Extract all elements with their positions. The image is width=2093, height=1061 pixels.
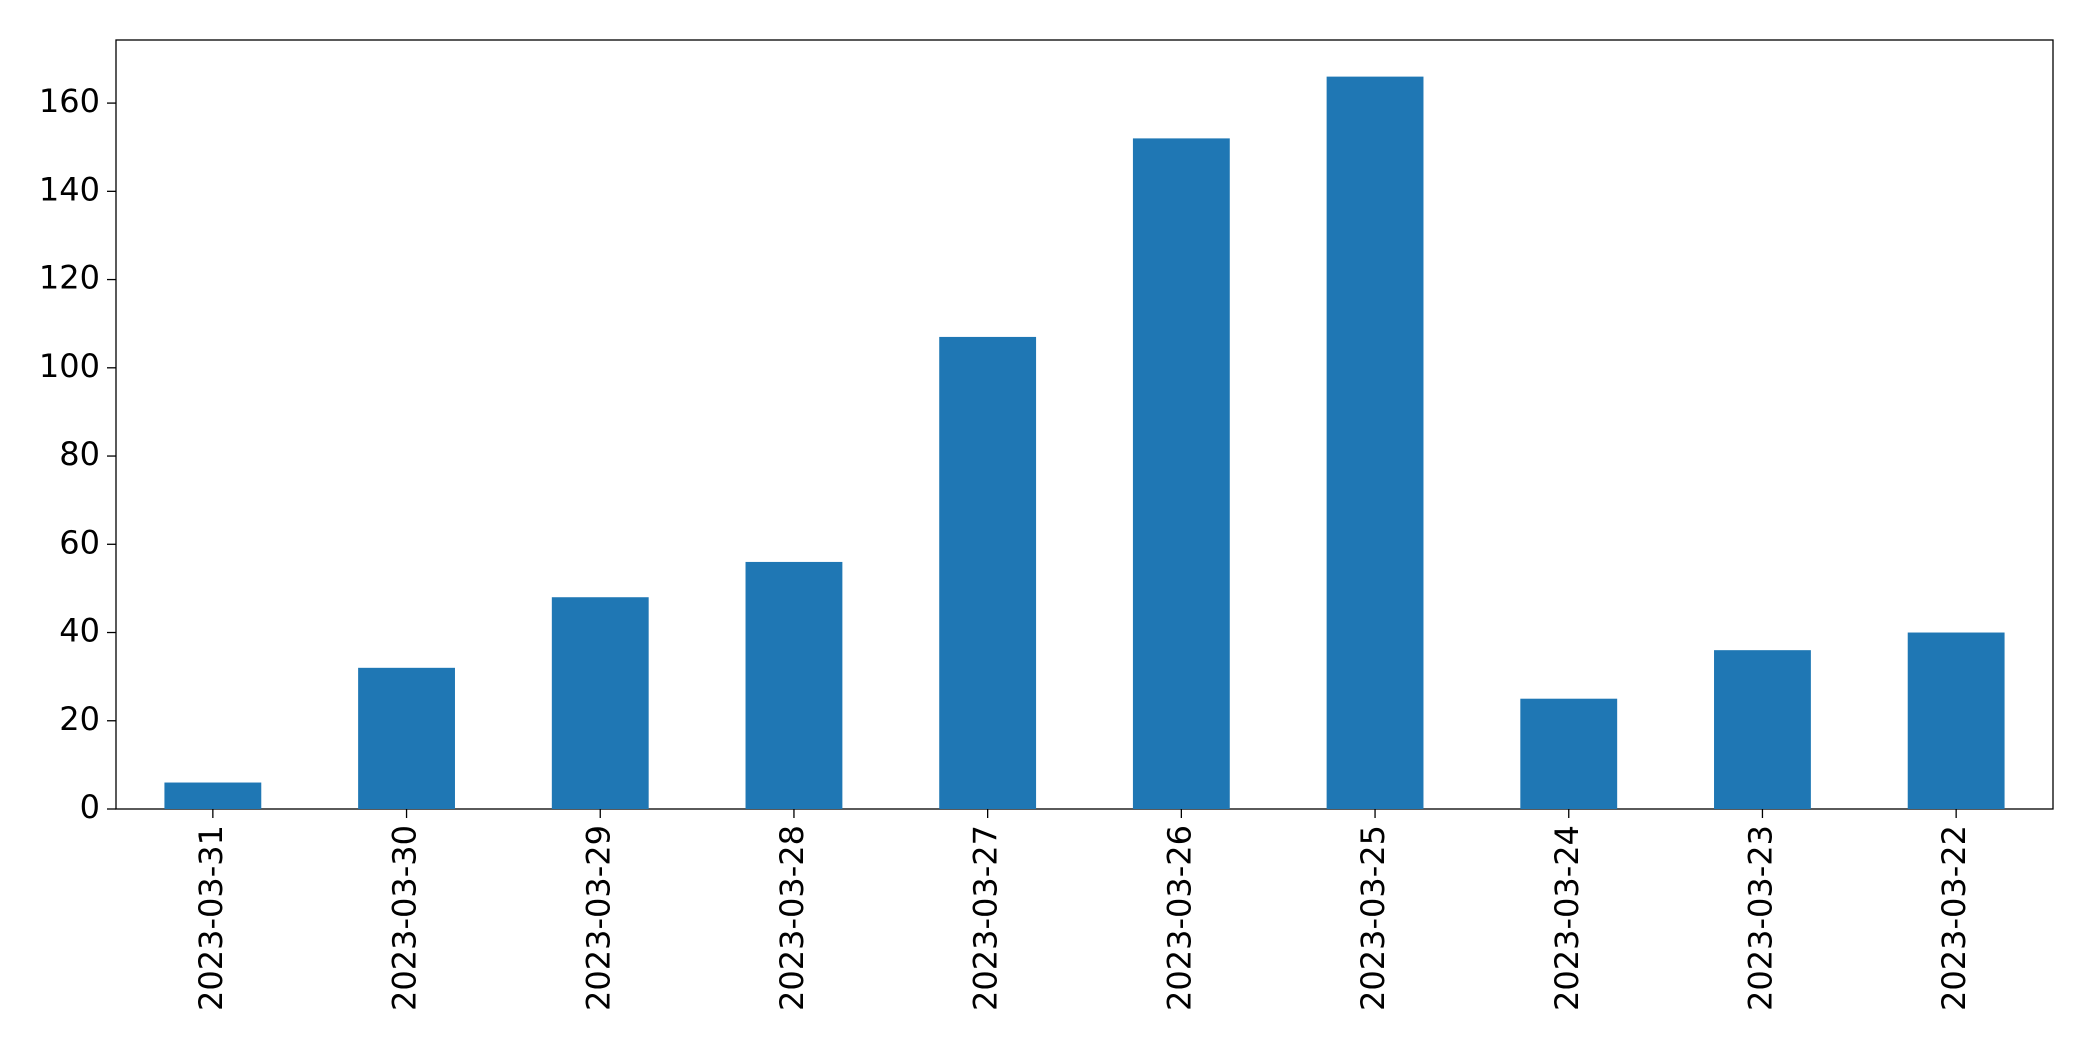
x-tick-label: 2023-03-27 [967, 825, 1005, 1011]
x-tick-label: 2023-03-22 [1935, 825, 1973, 1011]
y-tick-label: 160 [39, 82, 100, 120]
x-tick-label: 2023-03-30 [386, 825, 424, 1011]
x-tick-label: 2023-03-25 [1354, 825, 1392, 1011]
y-tick-label: 120 [39, 259, 100, 297]
y-tick-label: 40 [59, 612, 100, 650]
bar [1714, 650, 1811, 809]
y-tick-label: 20 [59, 700, 100, 738]
bar [745, 561, 843, 809]
y-tick-label: 0 [80, 788, 100, 826]
y-tick-label: 140 [39, 170, 100, 208]
bar [1520, 698, 1618, 809]
plot-frame [115, 39, 2054, 810]
y-tick-label: 80 [59, 435, 100, 473]
bar [1907, 632, 2005, 809]
bar [164, 782, 262, 809]
y-tick-label: 100 [39, 347, 100, 385]
bar [1132, 138, 1230, 809]
x-tick-label: 2023-03-26 [1160, 825, 1198, 1011]
bar [1326, 76, 1424, 810]
x-tick-label: 2023-03-24 [1548, 825, 1586, 1011]
x-tick-label: 2023-03-28 [773, 825, 811, 1011]
bar [358, 667, 455, 809]
x-tick-label: 2023-03-29 [579, 825, 617, 1011]
bar [551, 597, 649, 809]
x-tick-label: 2023-03-23 [1741, 825, 1779, 1011]
bar [939, 336, 1037, 809]
x-tick-label: 2023-03-31 [192, 825, 230, 1011]
y-tick-label: 60 [59, 523, 100, 561]
